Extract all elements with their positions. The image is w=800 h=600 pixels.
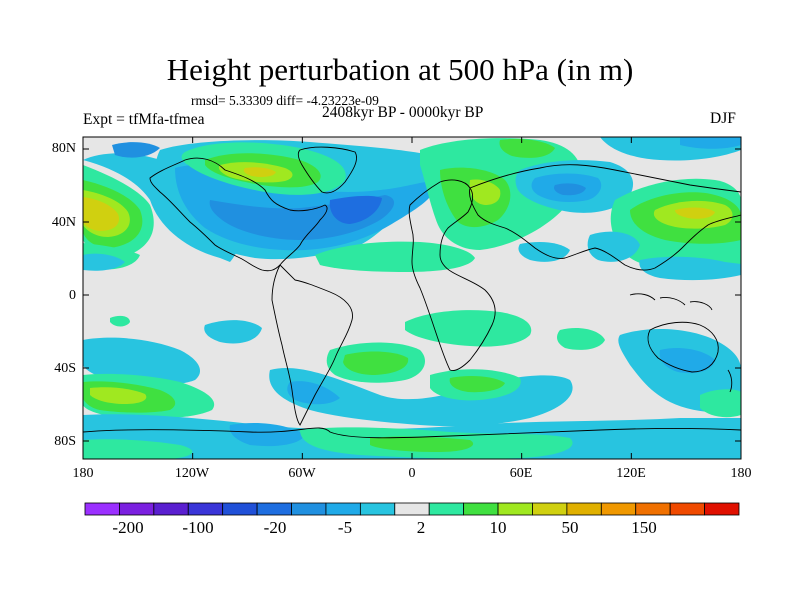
negative-anomaly-region: [204, 320, 262, 344]
colorbar-label: -100: [182, 518, 214, 537]
negative-anomaly-region: [680, 137, 741, 149]
colorbar-swatch: [256, 502, 292, 516]
y-tick-label: 0: [69, 288, 76, 303]
colorbar-label: 150: [631, 518, 657, 537]
x-tick-label: 60W: [288, 466, 316, 481]
negative-anomaly-region: [553, 183, 586, 196]
colorbar-swatch: [635, 502, 671, 516]
positive-anomaly-region: [83, 197, 120, 231]
colorbar-label: 10: [489, 518, 507, 537]
colorbar-swatch: [394, 502, 430, 516]
colorbar-swatch: [532, 502, 568, 516]
x-tick-label: 120E: [616, 466, 646, 481]
season-label: DJF: [710, 110, 736, 127]
period-label: 2408kyr BP - 0000kyr BP: [322, 104, 484, 121]
colorbar-label: -200: [112, 518, 144, 537]
positive-anomaly-region: [700, 389, 741, 418]
negative-anomaly-region: [600, 427, 741, 459]
contour-fields: [83, 137, 741, 459]
positive-anomaly-region: [90, 387, 147, 404]
experiment-label: Expt = tfMfa-tfmea: [83, 111, 205, 128]
y-tick-marks: [83, 148, 741, 442]
y-tick-label: 80N: [51, 141, 76, 156]
x-tick-label: 0: [408, 466, 416, 481]
x-tick-label: 180: [72, 466, 94, 481]
positive-anomaly-region: [449, 375, 505, 393]
negative-anomaly-region: [83, 337, 200, 386]
x-tick-label: 180: [730, 466, 752, 481]
colorbar-swatch: [497, 502, 533, 516]
negative-anomaly-region: [112, 142, 160, 158]
colorbar-label: -5: [337, 518, 353, 537]
negative-anomaly-region: [518, 242, 570, 262]
colorbar-swatch: [222, 502, 258, 516]
x-tick-label: 60E: [509, 466, 533, 481]
positive-anomaly-region: [557, 328, 605, 350]
positive-anomaly-region: [315, 241, 475, 272]
colorbar-swatch: [704, 502, 740, 516]
antarctica-outline: [83, 427, 741, 439]
x-tick-label: 120W: [174, 466, 210, 481]
colorbar-label: -20: [263, 518, 287, 537]
positive-anomaly-region: [343, 351, 409, 375]
asia-outline: [469, 164, 741, 271]
x-tick-marks: [82, 137, 742, 459]
colorbar: [84, 502, 740, 516]
colorbar-swatch: [669, 502, 705, 516]
south-america-outline: [271, 264, 353, 426]
australia-outline: [647, 321, 719, 373]
colorbar-swatch: [84, 502, 120, 516]
coastlines: [83, 146, 741, 439]
colorbar-swatch: [187, 502, 224, 516]
positive-anomaly-region: [243, 167, 276, 177]
colorbar-swatch: [291, 502, 327, 516]
negative-anomaly-region: [329, 195, 382, 224]
positive-anomaly-region: [405, 310, 532, 347]
rmsd-diff-stats: rmsd= 5.33309 diff= -4.23223e-09: [191, 93, 379, 108]
y-tick-label: 40N: [51, 215, 76, 230]
colorbar-swatch: [359, 502, 396, 516]
y-tick-label: 40S: [54, 361, 76, 376]
colorbar-swatch: [325, 502, 361, 516]
negative-anomaly-region: [83, 253, 125, 271]
colorbar-swatch: [463, 502, 499, 516]
chart-title: Height perturbation at 500 hPa (in m): [166, 52, 634, 87]
north-america-outline: [149, 157, 328, 272]
positive-anomaly-region: [499, 138, 555, 158]
europe-africa-outline: [408, 179, 496, 371]
positive-anomaly-region: [370, 436, 474, 452]
colorbar-swatch: [566, 502, 602, 516]
positive-anomaly-region: [83, 439, 193, 459]
negative-anomaly-region: [229, 423, 305, 447]
y-tick-label: 80S: [54, 434, 76, 449]
colorbar-label: 50: [561, 518, 579, 537]
colorbar-swatch: [119, 502, 155, 516]
positive-anomaly-region: [469, 179, 501, 205]
negative-anomaly-region: [287, 381, 340, 405]
greenland-outline: [297, 146, 357, 194]
new-zealand-outline: [727, 369, 733, 393]
positive-anomaly-region: [675, 207, 715, 219]
colorbar-swatch: [600, 502, 637, 516]
positive-anomaly-region: [110, 315, 130, 327]
negative-anomaly-region: [639, 256, 741, 281]
colorbar-label: 2: [416, 518, 426, 537]
negative-anomaly-region: [587, 231, 640, 262]
colorbar-swatch: [428, 502, 465, 516]
indonesia-outline: [629, 293, 713, 311]
colorbar-swatch: [153, 502, 189, 516]
